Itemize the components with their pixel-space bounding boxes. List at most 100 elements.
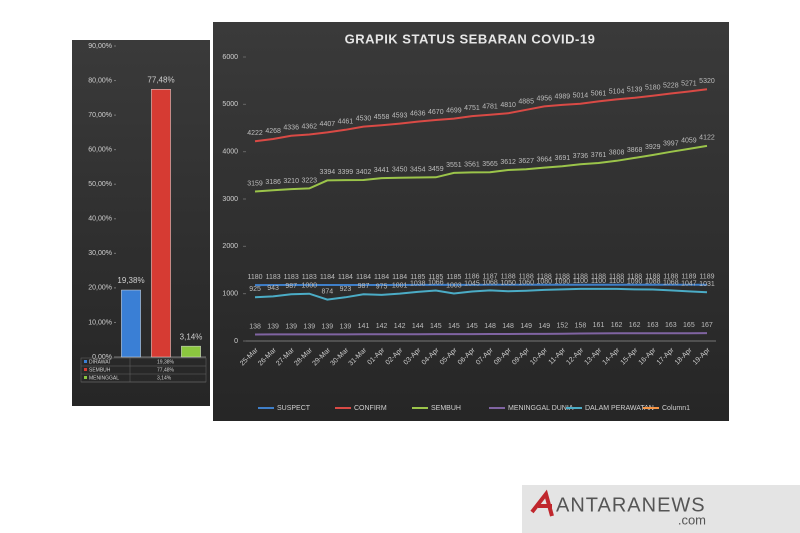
data-label: 161 <box>593 322 605 329</box>
data-label: 5104 <box>609 88 625 95</box>
data-label: 4530 <box>356 115 372 122</box>
table-value: 3,14% <box>157 375 172 381</box>
data-label: 1184 <box>392 274 407 281</box>
legend-swatch <box>84 368 87 371</box>
data-label: 975 <box>376 284 388 291</box>
data-label: 3394 <box>320 169 336 176</box>
left-panel <box>72 40 210 406</box>
data-label: 1038 <box>410 281 426 288</box>
data-label: 3808 <box>609 150 625 157</box>
bar-value-label: 3,14% <box>180 332 203 341</box>
data-label: 5228 <box>663 82 679 89</box>
data-label: 1100 <box>591 278 606 285</box>
data-label: 139 <box>303 323 315 330</box>
data-label: 3929 <box>645 144 661 151</box>
data-label: 1184 <box>356 274 371 281</box>
legend-label: SEMBUH <box>431 405 461 412</box>
data-label: 3402 <box>356 169 372 176</box>
data-label: 148 <box>484 323 496 330</box>
y-tick-label: 60,00% <box>88 147 112 154</box>
data-label: 1060 <box>518 280 534 287</box>
data-label: 4336 <box>283 125 299 132</box>
data-label: 163 <box>665 322 677 329</box>
data-label: 1189 <box>699 274 714 281</box>
data-label: 4751 <box>464 105 480 112</box>
data-label: 1188 <box>609 274 624 281</box>
y-tick-label: 2000 <box>222 243 238 250</box>
data-label: 3736 <box>573 153 589 160</box>
data-label: 987 <box>285 283 297 290</box>
data-label: 3454 <box>410 166 426 173</box>
y-tick-label: 80,00% <box>88 77 112 84</box>
legend-label: CONFIRM <box>354 405 387 412</box>
data-label: 4699 <box>446 107 462 114</box>
watermark-box <box>522 485 800 533</box>
data-label: 923 <box>340 286 352 293</box>
series-line <box>254 88 708 143</box>
data-label: 4781 <box>482 104 498 111</box>
data-label: 139 <box>285 323 297 330</box>
legend-label: SEMBUH <box>89 367 111 373</box>
data-label: 162 <box>611 322 623 329</box>
data-label: 5061 <box>591 90 607 97</box>
watermark-suffix: .com <box>678 512 706 527</box>
bar-value-label: 19,38% <box>117 276 144 285</box>
data-label: 1068 <box>663 279 679 286</box>
y-tick-label: 10,00% <box>88 319 112 326</box>
legend-label: SUSPECT <box>277 405 311 412</box>
data-label: 3210 <box>283 178 299 185</box>
data-label: 1185 <box>446 274 461 281</box>
data-label: 4885 <box>518 99 534 106</box>
watermark-text: ANTARANEWS <box>556 494 706 516</box>
data-label: 943 <box>267 285 279 292</box>
data-label: 1183 <box>284 274 299 281</box>
data-label: 138 <box>249 323 261 330</box>
data-label: 3612 <box>500 159 516 166</box>
data-label: 4989 <box>555 94 571 101</box>
data-label: 162 <box>629 322 641 329</box>
data-label: 152 <box>557 323 569 330</box>
y-tick-label: 3000 <box>222 196 238 203</box>
data-label: 145 <box>448 323 460 330</box>
data-label: 3761 <box>591 152 607 159</box>
data-label: 141 <box>358 323 370 330</box>
y-tick-label: 40,00% <box>88 216 112 223</box>
y-tick-label: 70,00% <box>88 112 112 119</box>
data-label: 142 <box>376 323 388 330</box>
data-label: 5139 <box>627 87 643 94</box>
data-label: 149 <box>520 323 532 330</box>
y-tick-label: 4000 <box>222 149 238 156</box>
series-line <box>254 144 708 193</box>
data-label: 1000 <box>301 283 317 290</box>
data-label: 1188 <box>555 274 570 281</box>
data-label: 167 <box>701 322 713 329</box>
data-label: 3223 <box>301 177 317 184</box>
legend-label: DALAM PERAWATAN <box>585 405 654 412</box>
data-label: 3441 <box>374 167 390 174</box>
data-label: 1188 <box>573 274 588 281</box>
chart-title: GRAPIK STATUS SEBARAN COVID-19 <box>345 31 596 46</box>
data-label: 3159 <box>247 180 263 187</box>
data-label: 4956 <box>536 95 552 102</box>
data-label: 925 <box>249 286 261 293</box>
data-label: 4461 <box>338 119 354 126</box>
data-label: 142 <box>394 323 406 330</box>
data-label: 4222 <box>247 130 263 137</box>
data-label: 1090 <box>627 278 643 285</box>
data-label: 1183 <box>266 274 281 281</box>
table-value: 19,38% <box>157 359 175 365</box>
legend-label: Column1 <box>662 405 690 412</box>
legend-label: MENINGGAL DUNIA <box>508 405 574 412</box>
data-label: 4810 <box>500 102 516 109</box>
data-label: 3997 <box>663 141 679 148</box>
data-label: 1050 <box>500 280 516 287</box>
data-label: 1180 <box>248 274 263 281</box>
data-label: 1068 <box>482 279 498 286</box>
data-label: 3551 <box>446 162 462 169</box>
data-label: 1185 <box>428 274 443 281</box>
data-label: 5271 <box>681 80 697 87</box>
data-label: 1188 <box>645 274 660 281</box>
data-label: 1184 <box>320 274 335 281</box>
data-label: 1184 <box>338 274 353 281</box>
data-label: 149 <box>538 323 550 330</box>
